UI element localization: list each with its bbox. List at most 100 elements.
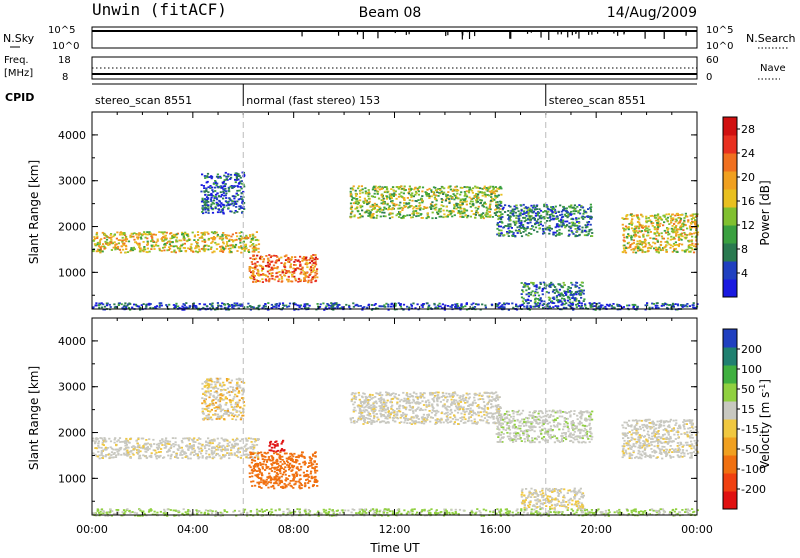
echo-cell [655,307,657,309]
echo-cell [192,232,194,234]
echo-cell [400,217,402,219]
echo-cell [164,239,166,241]
echo-cell [501,213,503,215]
echo-cell [163,456,165,458]
echo-cell [466,217,468,219]
echo-cell [390,188,392,190]
echo-cell [232,413,234,415]
echo-cell [523,306,525,308]
echo-cell [249,268,251,270]
echo-cell [211,451,213,453]
echo-cell [398,193,400,195]
echo-cell [205,385,207,387]
echo-cell [558,211,560,213]
echo-cell [212,404,214,406]
echo-cell [168,304,170,306]
echo-cell [208,396,210,398]
echo-cell [550,206,552,208]
echo-cell [306,266,308,268]
echo-cell [673,223,675,225]
echo-cell [583,300,585,302]
echo-cell [351,187,353,189]
echo-cell [207,173,209,175]
echo-cell [683,232,685,234]
echo-cell [451,197,453,199]
echo-cell [193,454,195,456]
echo-cell [523,298,525,300]
echo-cell [651,246,653,248]
echo-cell [560,292,562,294]
echo-cell [228,445,230,447]
echo-cell [216,397,218,399]
echo-cell [403,197,405,199]
echo-cell [98,441,100,443]
echo-cell [549,306,551,308]
echo-cell [536,286,538,288]
echo-cell [207,204,209,206]
echo-cell [398,216,400,218]
echo-cell [422,217,424,219]
echo-cell [228,452,230,454]
echo-cell [275,305,277,307]
echo-cell [580,290,582,292]
echo-cell [98,307,100,309]
echo-cell [584,230,586,232]
echo-cell [207,181,209,183]
echo-cell [131,233,133,235]
echo-cell [447,305,449,307]
echo-cell [568,226,570,228]
echo-cell [350,212,352,214]
echo-cell [536,231,538,233]
echo-cell [146,231,148,233]
echo-cell [314,272,316,274]
echo-cell [252,270,254,272]
echo-cell [512,214,514,216]
echo-cell [131,307,133,309]
echo-cell [683,217,685,219]
echo-cell [247,454,249,456]
echo-cell [220,206,222,208]
echo-cell [686,228,688,230]
echo-cell [432,191,434,193]
echo-cell [108,242,110,244]
echo-cell [252,263,254,265]
echo-cell [205,211,207,213]
echo-cell [472,203,474,205]
echo-cell [205,453,207,455]
echo-cell [231,200,233,202]
echo-cell [104,306,106,308]
echo-cell [202,408,204,410]
echo-cell [218,200,220,202]
echo-cell [299,261,301,263]
echo-cell [184,451,186,453]
echo-cell [593,305,595,307]
echo-cell [198,443,200,445]
echo-cell [372,206,374,208]
echo-cell [351,196,353,198]
freq-tick-top: 18 [58,55,71,66]
echo-cell [127,447,129,449]
echo-cell [188,440,190,442]
echo-cell [523,284,525,286]
echo-cell [204,445,206,447]
echo-cell [217,234,219,236]
echo-cell [525,299,527,301]
echo-cell [351,199,353,201]
echo-cell [213,450,215,452]
echo-cell [537,222,539,224]
echo-cell [177,449,179,451]
echo-cell [115,456,117,458]
echo-cell [598,306,600,308]
echo-cell [254,268,256,270]
echo-cell [433,186,435,188]
echo-cell [239,447,241,449]
echo-cell [300,273,302,275]
echo-cell [567,300,569,302]
echo-cell [353,216,355,218]
echo-cell [158,231,160,233]
echo-cell [310,266,312,268]
echo-cell [534,292,536,294]
echo-cell [460,191,462,193]
echo-cell [101,452,103,454]
